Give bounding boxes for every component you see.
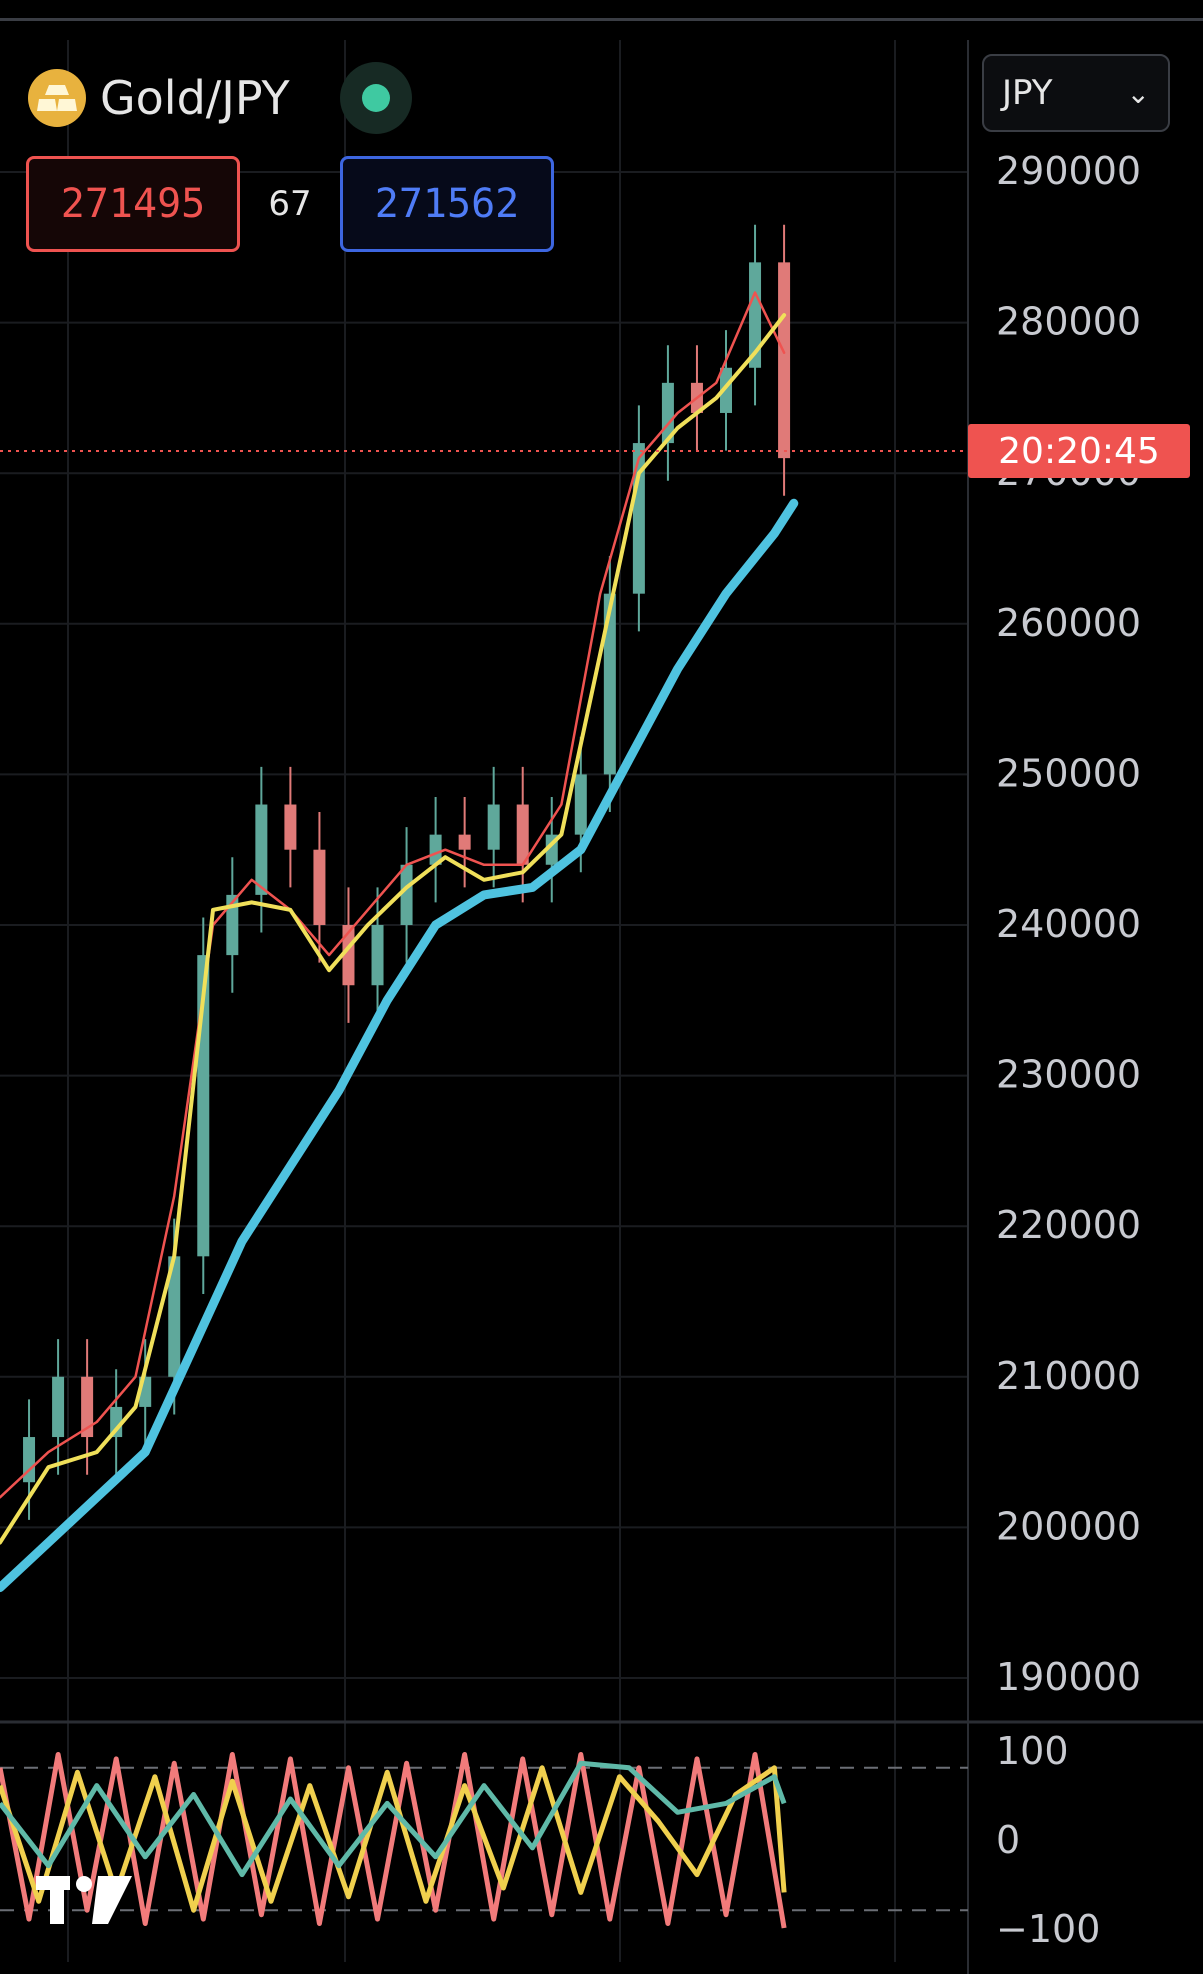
y-tick-label: 210000 (996, 1354, 1141, 1398)
y-tick-label: 240000 (996, 902, 1141, 946)
candle-body (168, 1256, 181, 1377)
y-tick-label: 190000 (996, 1655, 1141, 1699)
ask-price-button[interactable]: 271562 (340, 156, 554, 252)
candle-body (516, 804, 529, 865)
y-tick-label: 220000 (996, 1203, 1141, 1247)
candle-body (400, 864, 413, 925)
candle-body (284, 804, 297, 850)
y-tick-label: 280000 (996, 300, 1141, 344)
candle-body (487, 804, 500, 850)
candle-body (429, 834, 442, 865)
currency-select-value: JPY (1002, 73, 1053, 113)
chevron-down-icon: ⌄ (1126, 76, 1150, 110)
spread-value: 67 (268, 184, 312, 224)
y-tick-label: 200000 (996, 1504, 1141, 1548)
oscillator-line-stoch-slow (0, 1760, 787, 1878)
y-tick-label: 260000 (996, 601, 1141, 645)
tradingview-logo-icon[interactable] (36, 1874, 132, 1928)
last-price-countdown: 20:20:45 (968, 424, 1190, 478)
candle-body (81, 1376, 94, 1438)
y-tick-label: 230000 (996, 1053, 1141, 1097)
top-divider (0, 18, 1203, 21)
candle-body (371, 925, 384, 986)
moving-average-line-ma-slow (0, 498, 799, 1593)
oscillator-tick-label: 100 (996, 1729, 1069, 1773)
moving-average-line-ma-fast (0, 291, 786, 1499)
currency-select[interactable]: JPY ⌄ (982, 54, 1170, 132)
candle-body (778, 262, 791, 459)
candle-body (23, 1437, 36, 1483)
candle-body (52, 1376, 65, 1438)
oscillator-tick-label: −100 (996, 1907, 1100, 1951)
y-tick-label: 290000 (996, 149, 1141, 193)
candle-body (110, 1406, 123, 1438)
candle-body (720, 367, 732, 413)
moving-average-line-ma-mid (0, 313, 787, 1545)
quote-panel: 271495 67 271562 (26, 156, 554, 252)
symbol-header: Gold/JPY (28, 62, 412, 134)
market-open-dot-icon (361, 84, 390, 112)
oscillator-tick-label: 0 (996, 1818, 1020, 1862)
candle-body (342, 925, 355, 986)
candle-body (313, 849, 326, 925)
candle-body (574, 774, 587, 835)
candle-body (749, 262, 762, 368)
candle-body (458, 834, 471, 850)
oscillator-line-stoch-d (0, 1765, 787, 1913)
y-tick-label: 250000 (996, 751, 1141, 795)
candle-body (226, 894, 239, 956)
market-status (339, 62, 412, 134)
bid-price-button[interactable]: 271495 (26, 156, 240, 252)
candle-body (603, 593, 616, 775)
symbol-title: Gold/JPY (100, 71, 290, 125)
gold-bars-icon (28, 69, 86, 127)
candle-body (255, 804, 268, 895)
